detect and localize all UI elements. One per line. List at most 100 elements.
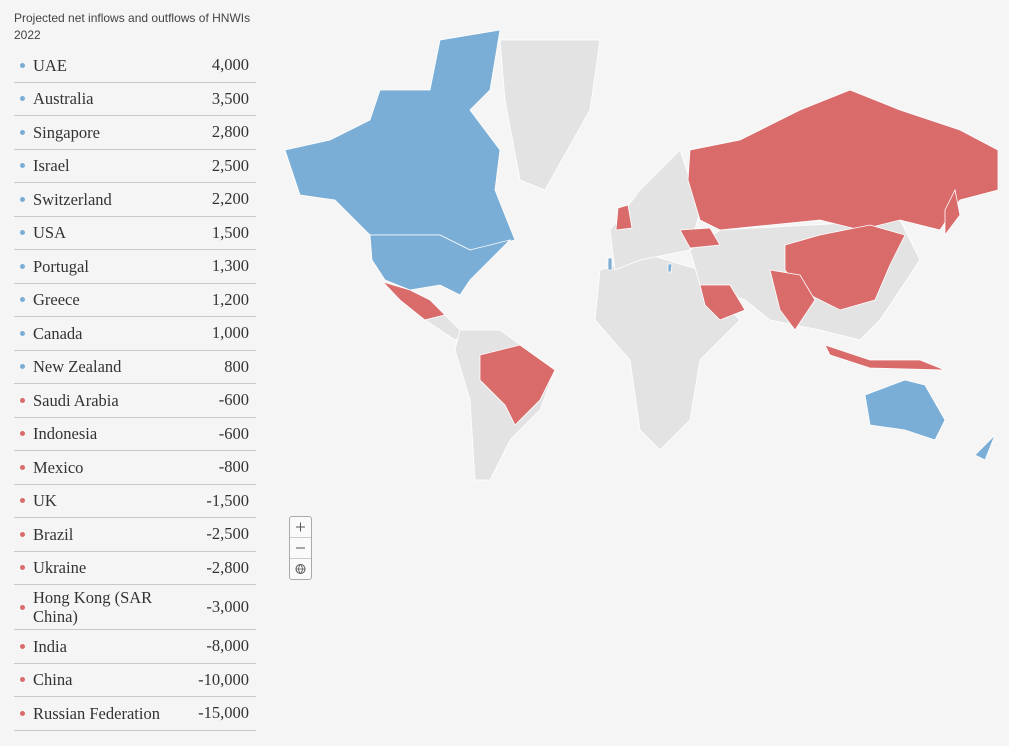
- row-value: -15,000: [198, 703, 249, 723]
- uk: [615, 204, 633, 231]
- row-name: India: [33, 636, 67, 656]
- row-value: -2,500: [206, 524, 249, 544]
- row-value: -10,000: [198, 669, 249, 689]
- row-name: Canada: [33, 323, 83, 343]
- ukraine: [679, 227, 721, 249]
- row-value: 800: [224, 356, 249, 376]
- title: Projected net inflows and outflows of HN…: [14, 11, 251, 25]
- reset-view[interactable]: [290, 559, 311, 579]
- row-value: -2,800: [206, 557, 249, 577]
- row-value: -600: [218, 423, 249, 443]
- row-dot: [20, 230, 25, 236]
- row-name: UAE: [33, 55, 67, 75]
- subtitle: 2022: [14, 28, 41, 42]
- table-row: Canada 1,000: [14, 317, 256, 351]
- row-value: -8,000: [206, 636, 249, 656]
- table-row: New Zealand 800: [14, 351, 256, 384]
- table-row: Russian Federation -15,000: [14, 697, 256, 731]
- table-row: UAE 4,000: [14, 49, 256, 83]
- row-dot: [20, 163, 25, 169]
- table-row: Brazil -2,500: [14, 518, 256, 552]
- row-dot: [20, 129, 25, 135]
- row-name: UK: [33, 491, 57, 511]
- israel: [667, 263, 673, 273]
- row-dot: [20, 330, 25, 336]
- zoom-out[interactable]: [290, 538, 311, 559]
- row-name: New Zealand: [33, 357, 122, 377]
- portugal: [607, 257, 613, 271]
- table-row: China -10,000: [14, 664, 256, 697]
- table-row: Ukraine -2,800: [14, 552, 256, 585]
- table-row: Hong Kong (SAR China) -3,000: [14, 585, 256, 630]
- row-name: Mexico: [33, 457, 84, 477]
- row-dot: [20, 464, 25, 470]
- row-name: Russian Federation: [33, 703, 160, 723]
- row-dot: [20, 498, 25, 504]
- row-dot: [20, 710, 25, 716]
- row-dot: [20, 196, 25, 202]
- japan: [944, 188, 961, 237]
- row-value: 1,200: [211, 289, 249, 309]
- new-zealand: [974, 434, 996, 461]
- row-value: -600: [218, 390, 249, 410]
- row-value: 1,500: [211, 222, 249, 242]
- row-value: 2,800: [211, 122, 249, 142]
- row-value: 2,200: [211, 189, 249, 209]
- row-name: Israel: [33, 156, 70, 176]
- row-value: -3,000: [206, 597, 249, 616]
- row-dot: [20, 677, 25, 683]
- row-dot: [20, 297, 25, 303]
- row-name: Saudi Arabia: [33, 390, 119, 410]
- australia: [864, 379, 946, 441]
- row-value: 4,000: [211, 55, 249, 75]
- row-dot: [20, 565, 25, 571]
- row-dot: [20, 263, 25, 269]
- table-row: Australia 3,500: [14, 83, 256, 116]
- row-name: USA: [33, 223, 67, 243]
- row-dot: [20, 397, 25, 403]
- table-row: India -8,000: [14, 630, 256, 664]
- india: [769, 269, 816, 331]
- canada: [284, 29, 516, 251]
- zoom-controls: [289, 516, 312, 580]
- row-name: Indonesia: [33, 424, 98, 444]
- row-value: -800: [218, 457, 249, 477]
- zoom-in[interactable]: [290, 517, 311, 538]
- row-dot: [20, 96, 25, 102]
- table-row: Singapore 2,800: [14, 116, 256, 150]
- table-row: Mexico -800: [14, 451, 256, 485]
- row-name: China: [33, 670, 73, 690]
- panel: Projected net inflows and outflows of HN…: [14, 10, 256, 731]
- table-row: Greece 1,200: [14, 284, 256, 317]
- row-value: -1,500: [206, 490, 249, 510]
- row-dot: [20, 531, 25, 537]
- table-row: Indonesia -600: [14, 418, 256, 451]
- row-name: Portugal: [33, 256, 89, 276]
- row-dot: [20, 62, 25, 68]
- row-name: Hong Kong (SAR China): [33, 588, 153, 626]
- saudi-arabia: [699, 284, 746, 321]
- row-name: Singapore: [33, 122, 100, 142]
- table-row: USA 1,500: [14, 217, 256, 250]
- table-row: Switzerland 2,200: [14, 183, 256, 217]
- indonesia: [824, 344, 946, 371]
- row-dot: [20, 604, 25, 610]
- usa: [369, 234, 512, 296]
- row-value: 1,000: [211, 323, 249, 343]
- greenland: [499, 39, 601, 191]
- row-name: Australia: [33, 89, 94, 109]
- table: UAE 4,000 Australia 3,500 Singapore 2,800 Isra…: [14, 49, 256, 731]
- row-value: 3,500: [211, 88, 249, 108]
- row-dot: [20, 431, 25, 437]
- row-value: 2,500: [211, 155, 249, 175]
- table-row: UK -1,500: [14, 485, 256, 518]
- row-name: Switzerland: [33, 189, 112, 209]
- table-row: Saudi Arabia -600: [14, 384, 256, 418]
- row-name: Greece: [33, 290, 80, 310]
- row-dot: [20, 643, 25, 649]
- africa: [594, 254, 741, 451]
- table-row: Portugal 1,300: [14, 250, 256, 284]
- row-name: Brazil: [33, 524, 74, 544]
